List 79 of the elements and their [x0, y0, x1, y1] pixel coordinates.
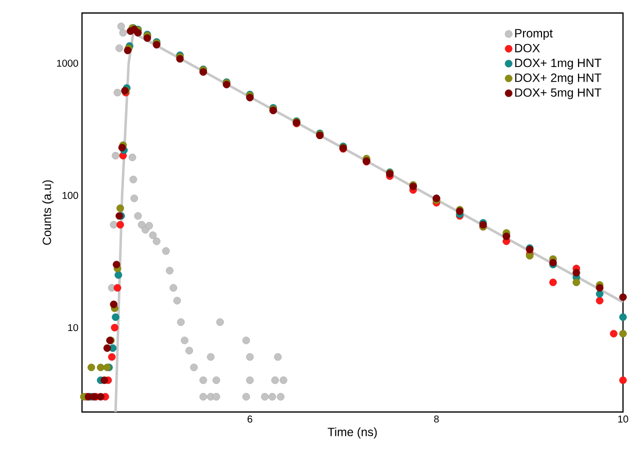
point	[619, 293, 627, 301]
point	[110, 221, 118, 229]
y-tick-label: 1000	[57, 60, 78, 67]
point	[134, 212, 142, 220]
point	[216, 318, 224, 326]
point	[173, 296, 181, 304]
point	[206, 353, 214, 361]
point	[166, 266, 174, 274]
point	[200, 376, 208, 384]
legend-label: DOX+ 5mg HNT	[515, 88, 602, 100]
point	[162, 247, 170, 255]
point	[619, 330, 627, 338]
legend-label: DOX+ 2mg HNT	[515, 74, 602, 84]
legend-label: DOX+ 1mg HNT	[515, 58, 602, 70]
point	[112, 260, 120, 268]
point	[145, 222, 153, 230]
legend-label: Prompt	[515, 29, 553, 40]
point	[176, 55, 184, 63]
point	[116, 221, 124, 229]
x-tick-label: 6	[248, 416, 252, 423]
point	[280, 376, 288, 384]
point	[596, 296, 604, 304]
point	[100, 376, 108, 384]
point	[130, 176, 138, 184]
y-tick-label: 100	[62, 192, 78, 199]
point	[128, 154, 136, 162]
point	[246, 376, 254, 384]
point	[180, 336, 188, 344]
point	[88, 364, 96, 372]
point	[177, 318, 185, 326]
point	[170, 284, 178, 292]
point	[119, 29, 127, 37]
point	[619, 313, 627, 321]
point	[186, 346, 194, 354]
point	[112, 313, 120, 321]
point	[268, 393, 276, 400]
point	[149, 231, 157, 239]
point	[246, 353, 254, 361]
point	[96, 364, 104, 372]
point	[261, 393, 269, 400]
y-axis-title: Counts (a.u)	[42, 180, 54, 245]
point	[112, 152, 120, 160]
point	[134, 29, 142, 37]
point	[117, 22, 125, 30]
point	[114, 88, 122, 96]
point	[124, 46, 132, 54]
point	[242, 393, 250, 400]
point	[596, 284, 604, 292]
point	[152, 238, 160, 246]
point	[276, 393, 284, 400]
point	[619, 376, 627, 384]
point	[271, 376, 279, 384]
point	[242, 336, 250, 344]
point	[110, 300, 118, 308]
point	[572, 278, 580, 286]
point	[610, 330, 618, 338]
point	[103, 344, 111, 352]
point	[212, 376, 220, 384]
point	[212, 393, 220, 400]
point	[572, 269, 580, 277]
point	[138, 221, 146, 229]
y-tick-label: 10	[68, 324, 78, 332]
point	[130, 194, 138, 202]
point	[549, 278, 557, 286]
x-tick-label: 10	[618, 416, 628, 423]
point	[116, 44, 124, 52]
x-tick-label: 8	[434, 416, 439, 423]
x-axis-title: Time (ns)	[328, 427, 377, 439]
point	[116, 204, 124, 212]
point	[108, 353, 116, 361]
point	[200, 393, 208, 400]
point	[118, 144, 126, 152]
legend-label: DOX	[515, 44, 540, 52]
point	[190, 364, 198, 372]
point	[114, 271, 122, 279]
point	[96, 393, 104, 400]
point	[110, 324, 118, 332]
point	[114, 284, 122, 292]
point	[274, 353, 282, 361]
